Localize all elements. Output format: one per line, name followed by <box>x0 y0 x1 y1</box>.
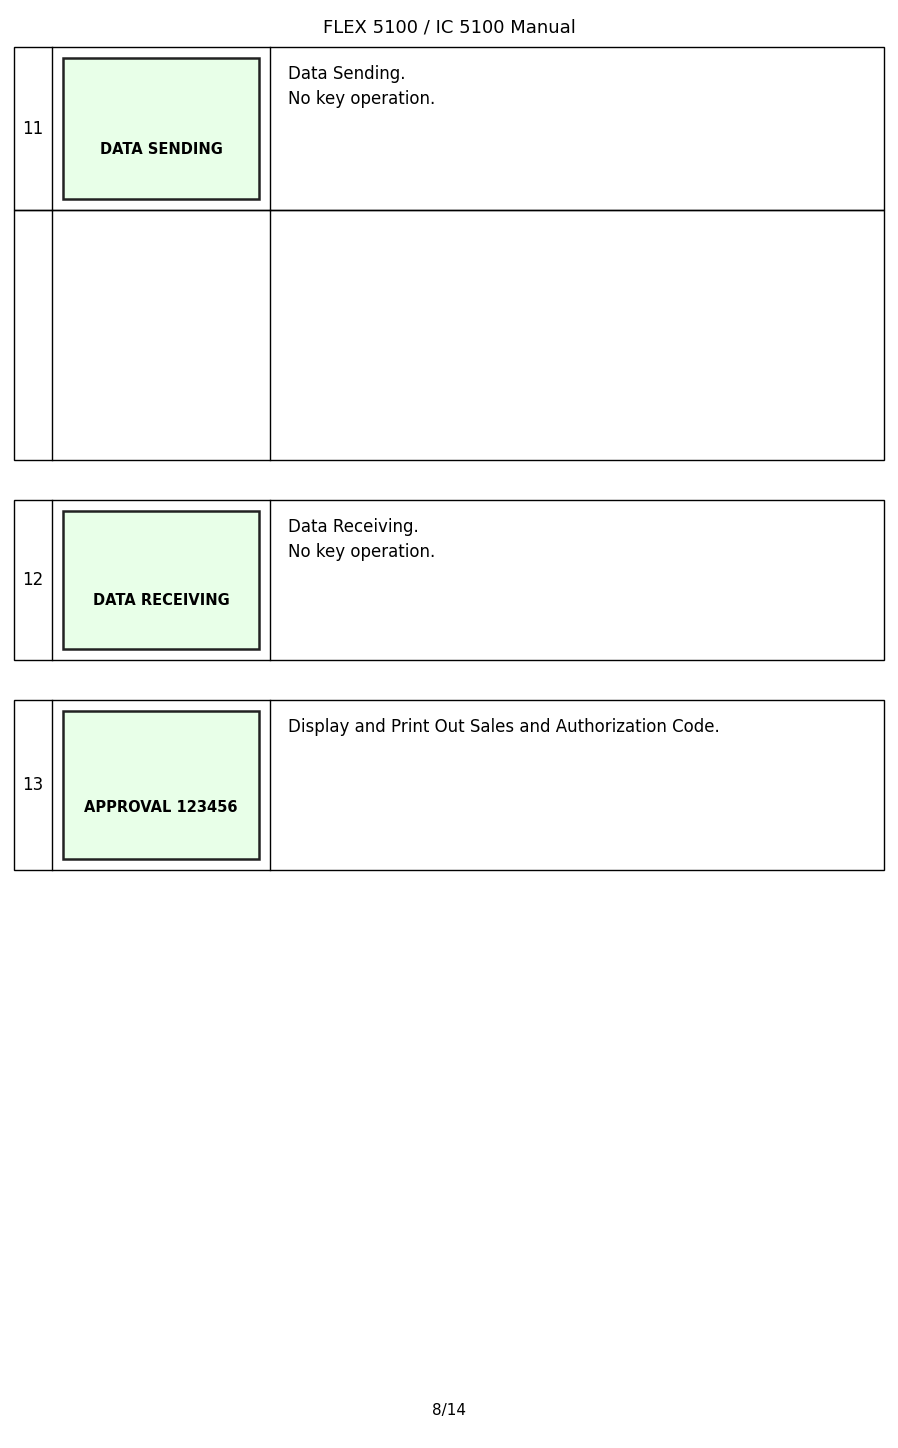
Text: Data Sending.
No key operation.: Data Sending. No key operation. <box>288 65 436 109</box>
Text: DATA SENDING: DATA SENDING <box>100 142 223 158</box>
Bar <box>14 699 884 870</box>
Bar <box>63 58 259 198</box>
Bar <box>63 711 259 859</box>
Text: FLEX 5100 / IC 5100 Manual: FLEX 5100 / IC 5100 Manual <box>322 17 576 36</box>
Text: 13: 13 <box>22 776 44 794</box>
Text: 11: 11 <box>22 120 44 138</box>
Text: APPROVAL 123456: APPROVAL 123456 <box>84 799 238 815</box>
Bar <box>14 500 884 660</box>
Bar <box>14 46 884 210</box>
Bar <box>63 511 259 649</box>
Bar <box>14 210 884 460</box>
Text: 8/14: 8/14 <box>432 1403 466 1418</box>
Text: 12: 12 <box>22 571 44 589</box>
Text: Display and Print Out Sales and Authorization Code.: Display and Print Out Sales and Authoriz… <box>288 718 720 736</box>
Text: DATA RECEIVING: DATA RECEIVING <box>92 594 229 608</box>
Text: Data Receiving.
No key operation.: Data Receiving. No key operation. <box>288 518 436 560</box>
